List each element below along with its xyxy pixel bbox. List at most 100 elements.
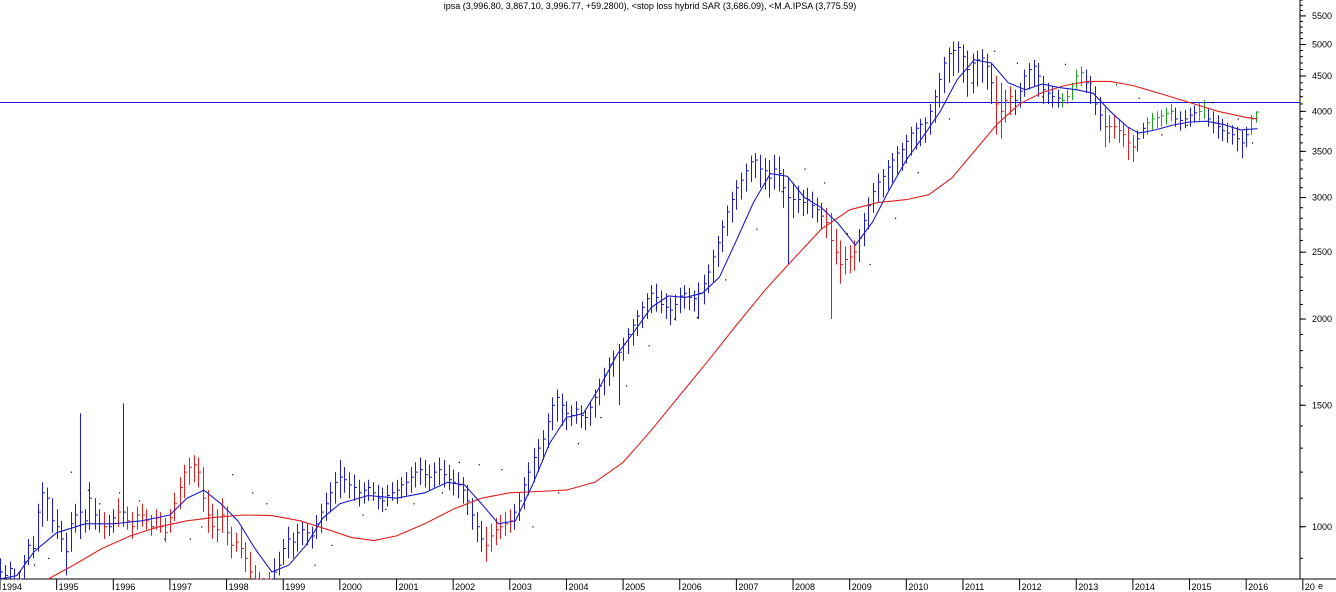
price-bar [378, 484, 381, 510]
price-bar [174, 492, 177, 521]
sar-dot [824, 182, 826, 184]
price-bar [42, 482, 45, 527]
sar-dot [5, 578, 7, 580]
price-bar [472, 498, 475, 530]
price-bar [1218, 115, 1221, 139]
price-bar [1137, 130, 1140, 152]
sar-dot [362, 514, 364, 516]
price-bar [637, 310, 640, 336]
price-bar [1185, 109, 1188, 129]
price-bar [1062, 93, 1065, 108]
price-bar [831, 212, 834, 320]
price-bar [793, 182, 796, 219]
price-bar [245, 542, 248, 572]
price-bar [293, 532, 296, 559]
price-bar [1133, 134, 1136, 162]
price-bar [57, 509, 60, 539]
price-bar [415, 462, 418, 488]
price-bar [1058, 89, 1061, 108]
price-bar [1242, 130, 1245, 159]
price-bar [585, 409, 588, 431]
x-tick-label: 1996 [115, 582, 135, 592]
price-bar [420, 457, 423, 485]
y-tick-label: 5500 [1312, 11, 1332, 21]
sar-dot [385, 508, 387, 510]
y-tick-label: 3500 [1312, 146, 1332, 156]
price-bar [1081, 66, 1084, 87]
price-bar [288, 526, 291, 559]
price-bar [1128, 126, 1131, 161]
sar-dot [119, 492, 121, 494]
sar-dot [696, 317, 698, 319]
price-bar [732, 191, 735, 223]
price-bars [0, 41, 1259, 580]
price-bar [279, 551, 282, 576]
sar-dot [1016, 62, 1018, 64]
price-bar [1161, 109, 1164, 127]
price-bar [1072, 82, 1075, 101]
price-bar [576, 401, 579, 424]
price-bar [241, 526, 244, 559]
price-bar [538, 439, 541, 473]
price-bar [449, 464, 452, 491]
price-bar [217, 509, 220, 543]
sar-dot [138, 500, 140, 502]
price-bar [368, 479, 371, 501]
price-bar [19, 571, 22, 580]
price-bar [528, 462, 531, 496]
x-tick-label: 2010 [908, 582, 928, 592]
corner-label: e [1318, 581, 1323, 591]
price-bar [920, 118, 923, 147]
sar-dot [501, 469, 503, 471]
price-bar [194, 455, 197, 483]
price-bar [892, 153, 895, 183]
price-bar [481, 520, 484, 552]
price-bar [769, 160, 772, 198]
price-bar [354, 474, 357, 501]
price-bar [651, 285, 654, 314]
price-bar [859, 229, 862, 262]
price-bar [675, 294, 678, 321]
price-bar [609, 357, 612, 386]
price-bar [765, 158, 768, 190]
price-bar [340, 459, 343, 499]
price-bar [746, 163, 749, 192]
x-tick-label: 2012 [1022, 582, 1042, 592]
price-bar [1171, 103, 1174, 122]
price-bar [467, 484, 470, 516]
price-bar [203, 467, 206, 513]
price-bar [1157, 111, 1160, 129]
price-bar [33, 535, 36, 559]
price-bar [198, 457, 201, 488]
price-bar [189, 457, 192, 485]
sar-dot [756, 228, 758, 230]
price-bar [1175, 107, 1178, 127]
price-bar [741, 172, 744, 200]
price-bar [71, 512, 74, 552]
price-bar [75, 503, 78, 533]
price-bar [1123, 122, 1126, 148]
price-bar [297, 523, 300, 552]
price-bar [109, 515, 112, 536]
price-bar [1147, 117, 1150, 135]
price-bar [387, 484, 390, 507]
sar-dot [948, 118, 950, 120]
price-bar [1048, 82, 1051, 104]
price-bar [453, 469, 456, 496]
price-bar [619, 344, 622, 406]
price-bar [883, 168, 886, 198]
y-tick-label: 2500 [1312, 247, 1332, 257]
x-tick-label: 2000 [342, 582, 362, 592]
price-bar [524, 477, 527, 510]
sar-dot [1064, 63, 1067, 65]
price-bar [604, 367, 607, 396]
x-tick-label: 1999 [285, 582, 305, 592]
price-bar [28, 538, 31, 566]
price-bar [647, 293, 650, 320]
y-axis: 1000 1500 2000 2500 3000 3500 4000 4500 5000 5500 [1300, 0, 1332, 559]
price-bar [868, 197, 871, 230]
price-bar [401, 477, 404, 499]
price-bar [118, 498, 121, 527]
price-bar [977, 50, 980, 87]
price-bar [165, 517, 168, 543]
